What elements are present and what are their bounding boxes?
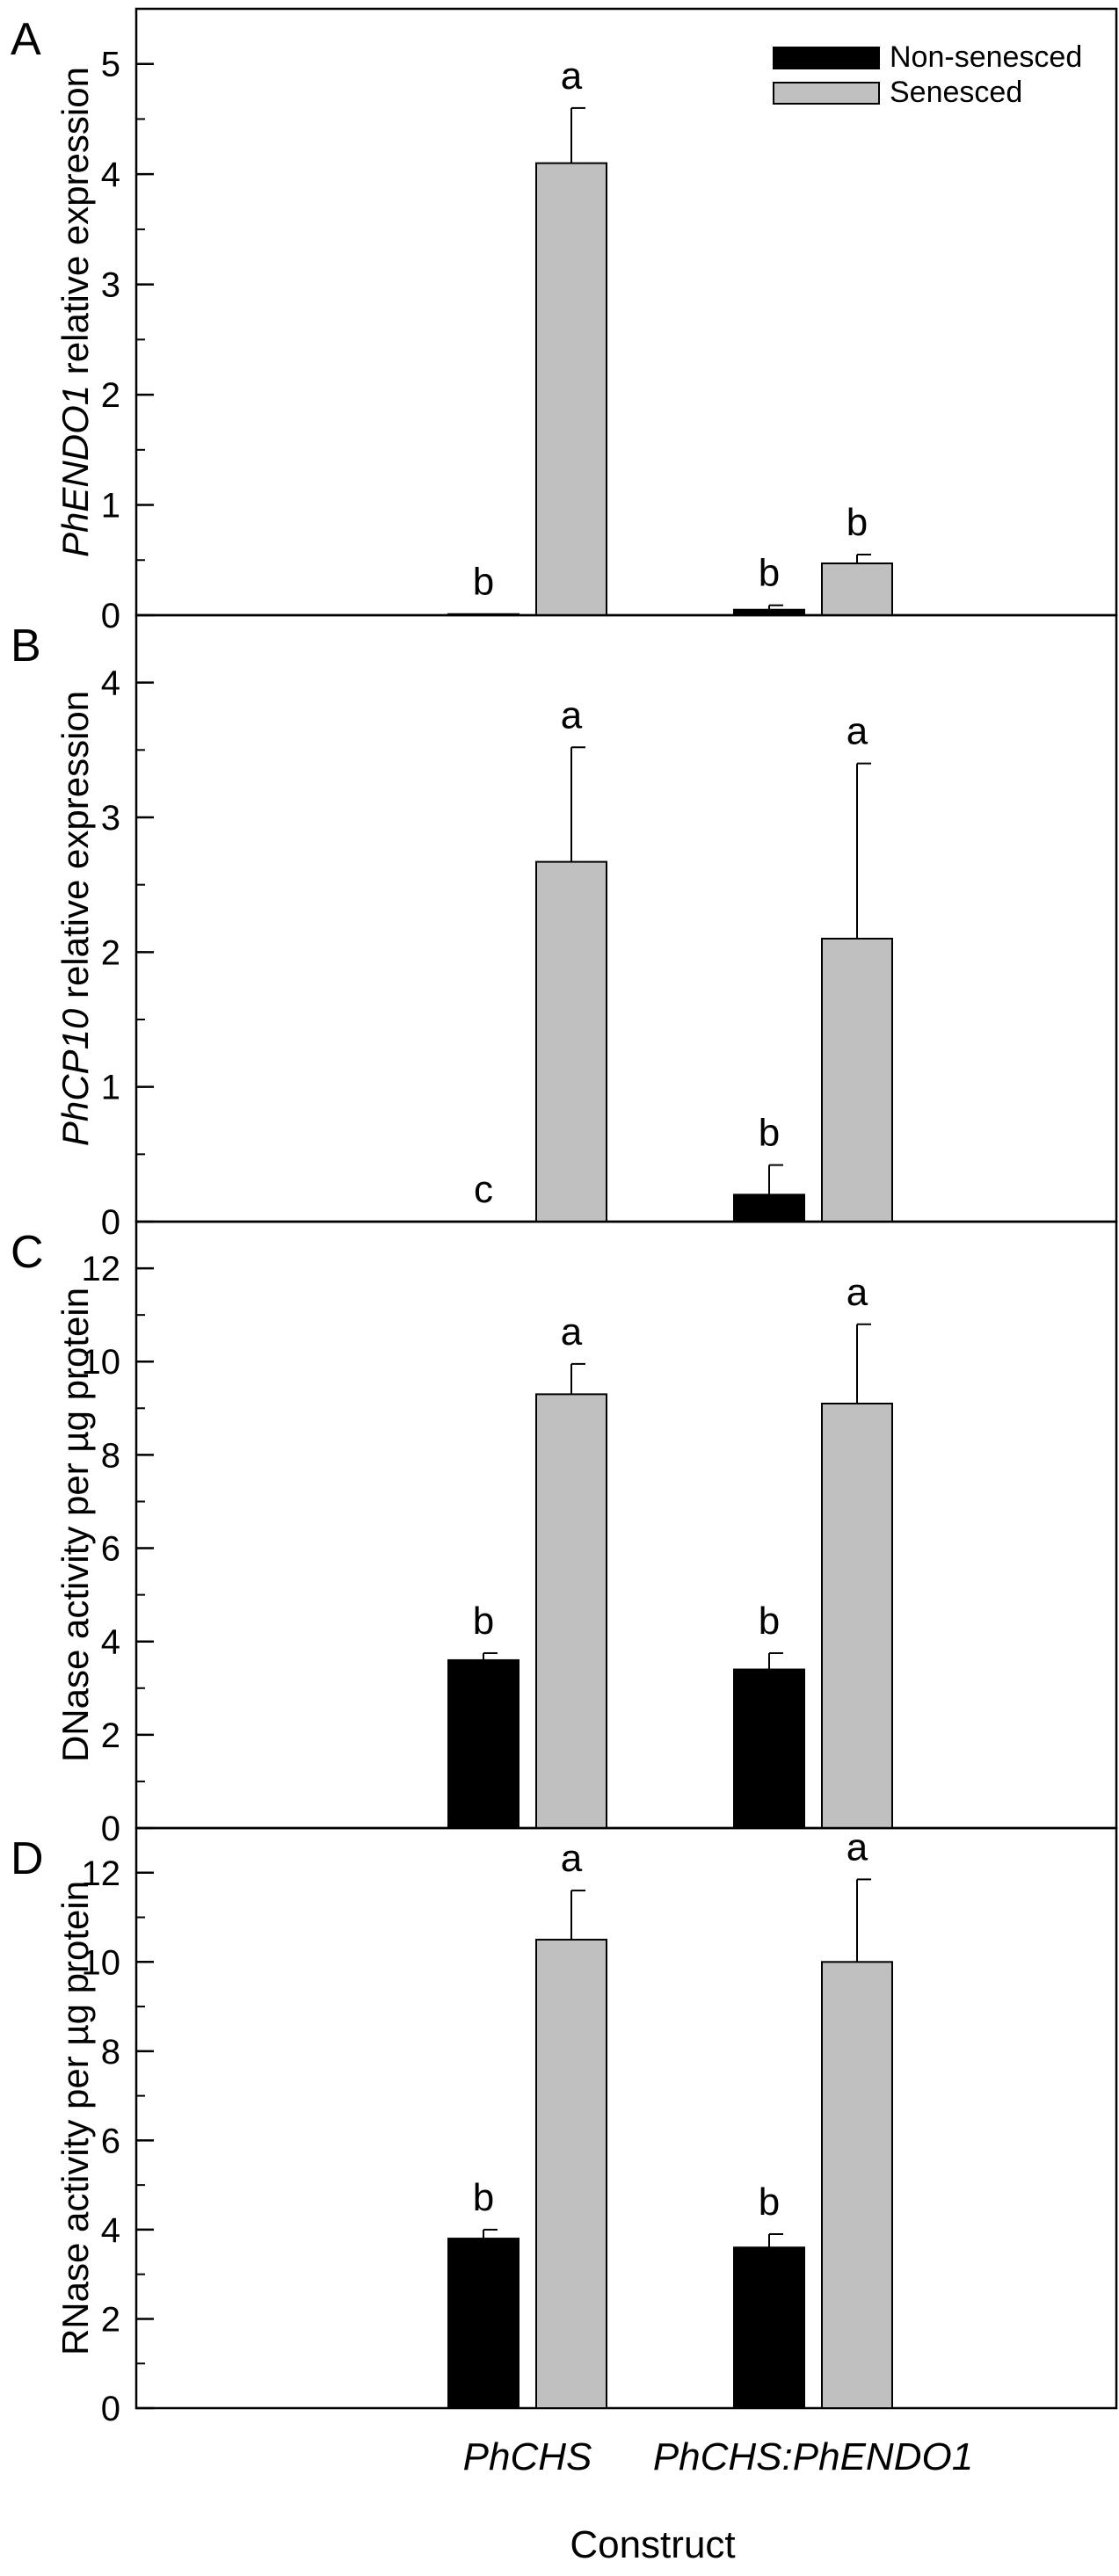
y-tick-label: 2 [101, 933, 120, 972]
significance-label: b [759, 552, 780, 595]
y-tick-label: 12 [82, 1250, 121, 1288]
y-tick-label: 4 [101, 1623, 120, 1662]
significance-label: a [561, 1837, 583, 1880]
y-tick-label: 10 [82, 1943, 121, 1982]
legend-swatch [773, 82, 880, 105]
y-tick-label: 0 [101, 597, 120, 635]
x-category-label: PhCHS [463, 2435, 592, 2478]
x-axis: PhCHS PhCHS:PhENDO1 Construct [463, 2435, 974, 2566]
y-tick-label: 4 [101, 664, 120, 703]
bar-non-senesced [447, 1658, 520, 1830]
y-tick-label: 8 [101, 2033, 120, 2072]
y-tick-label: 1 [101, 1069, 120, 1107]
significance-label: b [759, 1112, 780, 1155]
significance-label: b [473, 1600, 494, 1643]
y-axis-label-gene: PhENDO1 [54, 385, 96, 557]
y-tick-label: 4 [101, 156, 120, 194]
significance-label: a [847, 1271, 868, 1314]
panel-b: 0 1 2 3 4 B PhCP10 relative expression c b a a [11, 613, 1118, 1242]
y-tick-label: 10 [82, 1343, 121, 1382]
significance-label: a [847, 710, 868, 753]
legend-swatch [773, 47, 880, 69]
y-tick-label: 5 [101, 46, 120, 84]
bar-non-senesced [733, 1194, 805, 1223]
significance-label: c [474, 1168, 493, 1211]
y-tick-label: 12 [82, 1854, 121, 1893]
bar-non-senesced [447, 2238, 520, 2409]
panel-frame [134, 1826, 1118, 2410]
y-axis-label-text: relative expression [54, 67, 96, 385]
y-tick-label: 2 [101, 1716, 120, 1755]
bar-senesced [821, 938, 893, 1223]
significance-label: b [847, 501, 868, 544]
legend-label: Senesced [890, 76, 1022, 109]
panel-frame [134, 1220, 1118, 1830]
significance-label: a [561, 693, 583, 737]
x-category-label: PhCHS:PhENDO1 [653, 2435, 973, 2478]
y-tick-label: 3 [101, 266, 120, 305]
bar-senesced [821, 562, 893, 617]
panel-frame [134, 613, 1118, 1223]
significance-label: b [473, 561, 494, 604]
y-tick-label: 0 [101, 1810, 120, 1848]
bar-senesced [535, 1393, 607, 1830]
y-tick-label: 2 [101, 376, 120, 415]
y-tick-label: 1 [101, 487, 120, 526]
y-axis-label-text: DNase activity per µg protein [54, 1288, 96, 1762]
significance-label: a [561, 1310, 583, 1353]
significance-label: a [561, 54, 583, 98]
panel-a: 0 1 2 3 4 5 A PhENDO1 relative expression b b a b [11, 7, 1118, 635]
y-axis-label: DNase activity per µg protein [54, 1288, 96, 1762]
panel-letter: A [11, 14, 41, 65]
panel-letter: B [11, 620, 41, 671]
legend-label: Non-senesced [890, 40, 1082, 74]
y-tick-label: 0 [101, 1203, 120, 1242]
bar-senesced [535, 860, 607, 1223]
bar-senesced [535, 162, 607, 617]
y-axis-label-text: RNase activity per µg protein [54, 1881, 96, 2355]
bar-non-senesced [733, 2246, 805, 2409]
significance-label: b [759, 1600, 780, 1643]
significance-label: a [847, 1825, 868, 1869]
significance-label: b [759, 2181, 780, 2224]
y-axis-label: PhENDO1 relative expression [54, 67, 96, 557]
x-axis-title: Construct [570, 2523, 735, 2566]
y-tick-label: 4 [101, 2211, 120, 2250]
y-tick-label: 6 [101, 1530, 120, 1569]
y-tick-label: 3 [101, 799, 120, 838]
y-axis-label-gene: PhCP10 [54, 1008, 96, 1146]
y-tick-label: 8 [101, 1436, 120, 1475]
panel-letter: C [11, 1227, 44, 1278]
y-tick-label: 0 [101, 2390, 120, 2428]
y-tick-label: 6 [101, 2122, 120, 2160]
y-axis-label: PhCP10 relative expression [54, 691, 96, 1146]
bar-non-senesced [733, 1668, 805, 1829]
significance-label: b [473, 2176, 494, 2219]
y-tick-label: 2 [101, 2300, 120, 2339]
bar-senesced [535, 1938, 607, 2409]
bar-senesced [821, 1961, 893, 2409]
y-axis-label: RNase activity per µg protein [54, 1881, 96, 2355]
panel-letter: D [11, 1833, 44, 1884]
bar-senesced [821, 1403, 893, 1829]
y-axis-label-text: relative expression [54, 691, 96, 1009]
